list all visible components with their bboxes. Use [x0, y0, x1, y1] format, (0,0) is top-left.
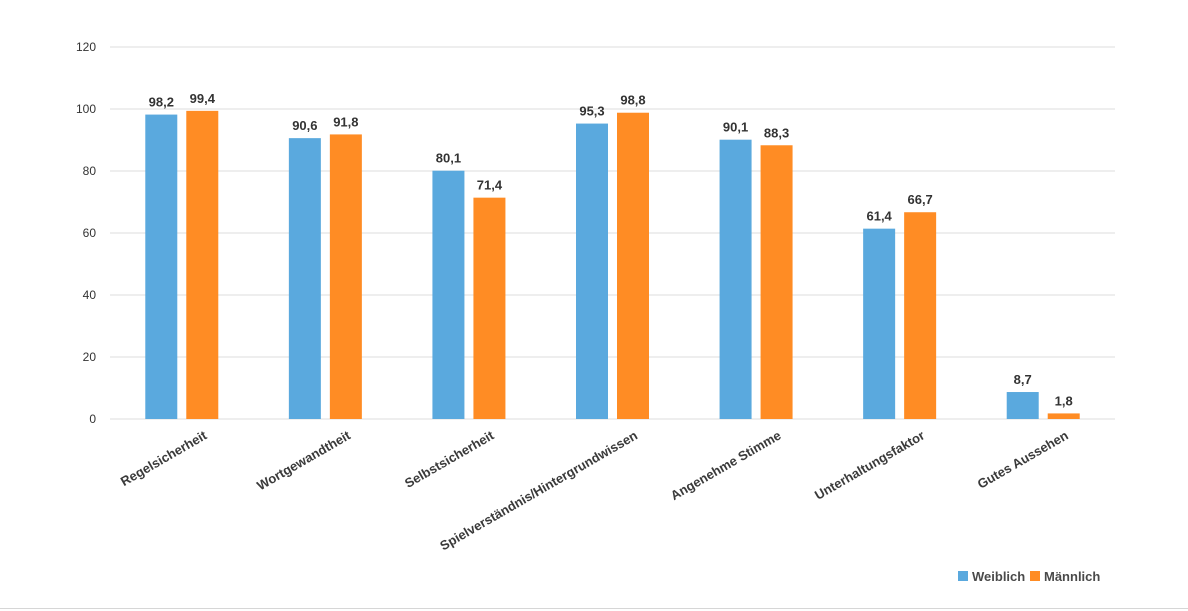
- bar-maennlich: [473, 197, 506, 419]
- legend-swatch-maennlich: [1030, 571, 1040, 581]
- x-tick-label: Gutes Aussehen: [975, 428, 1071, 492]
- x-tick-label: Unterhaltungsfaktor: [812, 428, 927, 503]
- bar-weiblich: [288, 138, 321, 419]
- bar-weiblich: [863, 228, 896, 419]
- data-label: 91,8: [333, 114, 358, 129]
- bar-maennlich: [617, 112, 649, 419]
- data-label: 88,3: [764, 125, 789, 140]
- y-tick-label: 40: [83, 288, 97, 302]
- y-tick-label: 100: [76, 102, 96, 116]
- x-tick-label: Angenehme Stimme: [668, 428, 784, 503]
- y-tick-label: 20: [83, 350, 97, 364]
- bar-maennlich: [904, 212, 937, 419]
- data-label: 98,2: [149, 95, 174, 110]
- bar-weiblich: [145, 114, 178, 419]
- bar-maennlich: [329, 134, 362, 420]
- bar-weiblich: [719, 139, 752, 419]
- data-label: 1,8: [1055, 393, 1073, 408]
- data-label: 98,8: [620, 93, 645, 108]
- x-tick-label: Selbstsicherheit: [402, 427, 497, 491]
- y-tick-label: 0: [89, 412, 96, 426]
- bars: [145, 110, 1080, 420]
- data-label: 90,6: [292, 118, 317, 133]
- bar-maennlich: [186, 110, 219, 420]
- data-label: 95,3: [579, 104, 604, 119]
- bar-weiblich: [576, 123, 608, 419]
- data-label: 80,1: [436, 151, 461, 166]
- data-label: 61,4: [866, 209, 892, 224]
- bottom-divider: [0, 608, 1188, 609]
- legend-swatch-weiblich: [958, 571, 968, 581]
- bar-maennlich: [760, 145, 793, 419]
- legend: Weiblich Männlich: [958, 569, 1100, 584]
- data-label: 8,7: [1014, 372, 1032, 387]
- bar-weiblich: [1006, 392, 1039, 419]
- data-label: 66,7: [907, 192, 932, 207]
- y-axis-ticks: 0 20 40 60 80 100 120: [76, 40, 96, 426]
- data-labels: 98,2 99,4 90,6 91,8 80,1 71,4 95,3 98,8 90,1 88,3…: [149, 91, 1073, 409]
- data-label: 99,4: [190, 91, 216, 106]
- legend-label-maennlich: Männlich: [1044, 569, 1100, 584]
- bar-maennlich: [1047, 413, 1080, 419]
- x-tick-label: Regelsicherheit: [118, 427, 210, 489]
- grid-lines: [110, 46, 1115, 420]
- x-tick-label: Wortgewandtheit: [254, 427, 353, 493]
- bar-weiblich: [432, 170, 465, 419]
- x-axis-ticks: Regelsicherheit Wortgewandtheit Selbstsich…: [118, 427, 1071, 553]
- y-tick-label: 80: [83, 164, 97, 178]
- data-label: 90,1: [723, 120, 748, 135]
- y-tick-label: 120: [76, 40, 96, 54]
- data-label: 71,4: [477, 178, 503, 193]
- y-tick-label: 60: [83, 226, 97, 240]
- legend-label-weiblich: Weiblich: [972, 569, 1025, 584]
